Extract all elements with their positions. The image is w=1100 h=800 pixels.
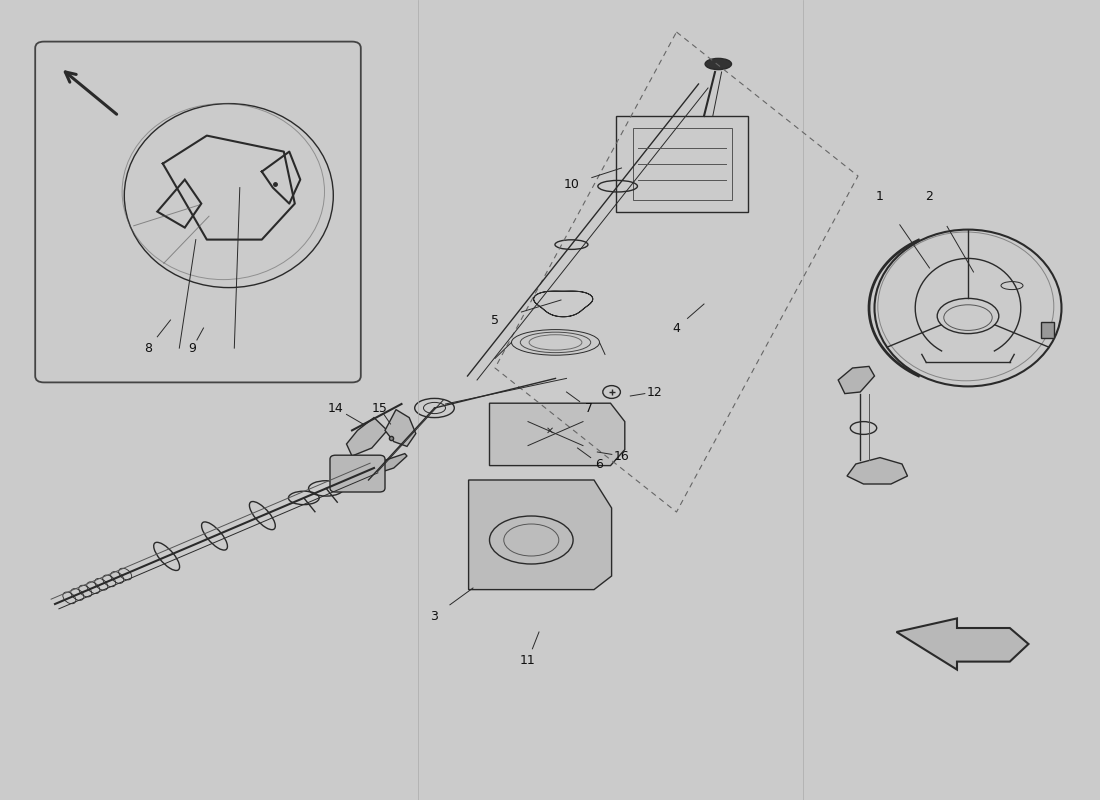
Text: 1: 1 <box>876 190 884 202</box>
Polygon shape <box>896 618 1028 670</box>
Polygon shape <box>490 403 625 466</box>
Text: 16: 16 <box>614 450 629 462</box>
Text: 9: 9 <box>188 342 197 354</box>
Polygon shape <box>374 454 407 474</box>
FancyBboxPatch shape <box>330 455 385 492</box>
Text: 3: 3 <box>430 610 439 622</box>
Polygon shape <box>847 458 907 484</box>
Text: 8: 8 <box>144 342 153 354</box>
Text: 15: 15 <box>372 402 387 414</box>
Polygon shape <box>469 480 612 590</box>
Text: 10: 10 <box>564 178 580 190</box>
FancyBboxPatch shape <box>35 42 361 382</box>
Text: 12: 12 <box>647 386 662 398</box>
Text: 6: 6 <box>595 458 604 470</box>
Ellipse shape <box>705 58 732 70</box>
Text: 7: 7 <box>584 402 593 414</box>
Text: 4: 4 <box>672 322 681 334</box>
Text: ✕: ✕ <box>546 426 554 436</box>
Text: 11: 11 <box>520 654 536 666</box>
Text: 14: 14 <box>328 402 343 414</box>
Polygon shape <box>385 410 416 446</box>
Polygon shape <box>838 366 875 394</box>
Bar <box>1041 322 1054 338</box>
Text: 2: 2 <box>925 190 934 202</box>
Text: 5: 5 <box>491 314 499 326</box>
Polygon shape <box>346 418 387 456</box>
